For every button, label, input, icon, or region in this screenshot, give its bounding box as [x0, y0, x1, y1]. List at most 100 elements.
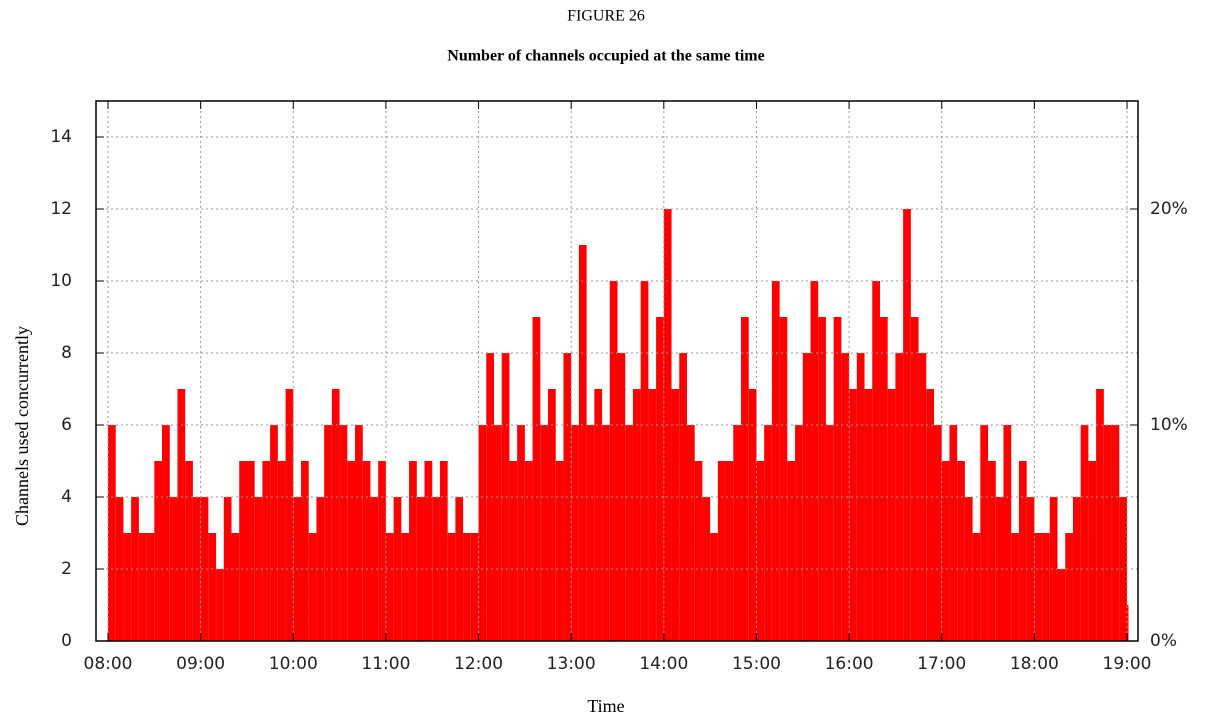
x-tick-label: 11:00 [361, 654, 410, 674]
bar [849, 389, 857, 641]
y2-tick-label: 10% [1150, 415, 1188, 435]
bar [378, 461, 386, 641]
bar [416, 497, 425, 641]
bar [455, 497, 464, 641]
bar [115, 497, 124, 641]
bar [686, 425, 695, 641]
bar [625, 425, 633, 641]
bar [1080, 425, 1089, 641]
bar [787, 461, 796, 641]
bar [934, 425, 942, 641]
bar [355, 425, 363, 641]
bar [756, 461, 765, 641]
bar [146, 533, 155, 641]
bar [941, 461, 950, 641]
bar [656, 317, 664, 641]
bar [108, 425, 116, 641]
bar [1127, 605, 1129, 641]
bar [555, 461, 564, 641]
chart-subtitle: Number of channels occupied at the same … [447, 48, 764, 65]
x-tick-label: 10:00 [269, 654, 318, 674]
bar [586, 425, 595, 641]
bar [169, 497, 178, 641]
bar [964, 497, 973, 641]
bar [1003, 425, 1012, 641]
bar [648, 389, 657, 641]
bar [679, 353, 687, 641]
bar [717, 461, 726, 641]
bar [972, 533, 981, 641]
x-axis-label: Time [587, 696, 624, 716]
bar [370, 497, 379, 641]
bar [532, 317, 541, 641]
bar [339, 425, 348, 641]
bar [1111, 425, 1120, 641]
bar [138, 533, 147, 641]
bar [833, 317, 842, 641]
bar [733, 425, 742, 641]
bar [1103, 425, 1112, 641]
bar [1018, 461, 1027, 641]
bar [262, 461, 271, 641]
bar [270, 425, 278, 641]
bar [980, 425, 989, 641]
bar [1042, 533, 1050, 641]
bar [864, 389, 873, 641]
bar [594, 389, 603, 641]
bar [710, 533, 718, 641]
bar [741, 317, 749, 641]
x-tick-label: 14:00 [639, 654, 688, 674]
bar [470, 533, 479, 641]
bar [324, 425, 332, 641]
bar [748, 389, 757, 641]
bar [154, 461, 163, 641]
bar [887, 389, 896, 641]
bar [385, 533, 394, 641]
chart-title: FIGURE 26 [567, 8, 645, 25]
bar [254, 497, 263, 641]
bar [277, 461, 286, 641]
y-tick-label: 12 [50, 199, 72, 219]
bar [131, 497, 139, 641]
bar [362, 461, 371, 641]
bar [162, 425, 170, 641]
bar [239, 461, 247, 641]
plot-frame [95, 100, 1139, 642]
bar [1011, 533, 1019, 641]
y2-tick-label: 0% [1150, 631, 1177, 651]
bar [331, 389, 340, 641]
bar [347, 461, 356, 641]
bar [185, 461, 193, 641]
bar [872, 281, 880, 641]
bar [1049, 497, 1058, 641]
bar [231, 533, 240, 641]
bar [810, 281, 819, 641]
bar [409, 461, 417, 641]
bar [478, 425, 487, 641]
bar [895, 353, 904, 641]
bar [216, 569, 224, 641]
bar [632, 389, 641, 641]
x-tick-label: 13:00 [547, 654, 596, 674]
x-tick-label: 09:00 [176, 654, 225, 674]
bar [640, 281, 649, 641]
bar [926, 389, 935, 641]
x-tick-label: 15:00 [732, 654, 781, 674]
bar [308, 533, 317, 641]
x-tick-label: 19:00 [1103, 654, 1152, 674]
x-tick-label: 08:00 [84, 654, 133, 674]
y-tick-label: 10 [50, 271, 72, 291]
bar [764, 425, 772, 641]
bar [509, 461, 518, 641]
bar [424, 461, 433, 641]
bar [957, 461, 965, 641]
bar [771, 281, 780, 641]
bar [517, 425, 525, 641]
bar [285, 389, 294, 641]
bar [910, 317, 919, 641]
x-tick-label: 17:00 [917, 654, 966, 674]
bar [949, 425, 958, 641]
bar [401, 533, 410, 641]
bar [795, 425, 803, 641]
